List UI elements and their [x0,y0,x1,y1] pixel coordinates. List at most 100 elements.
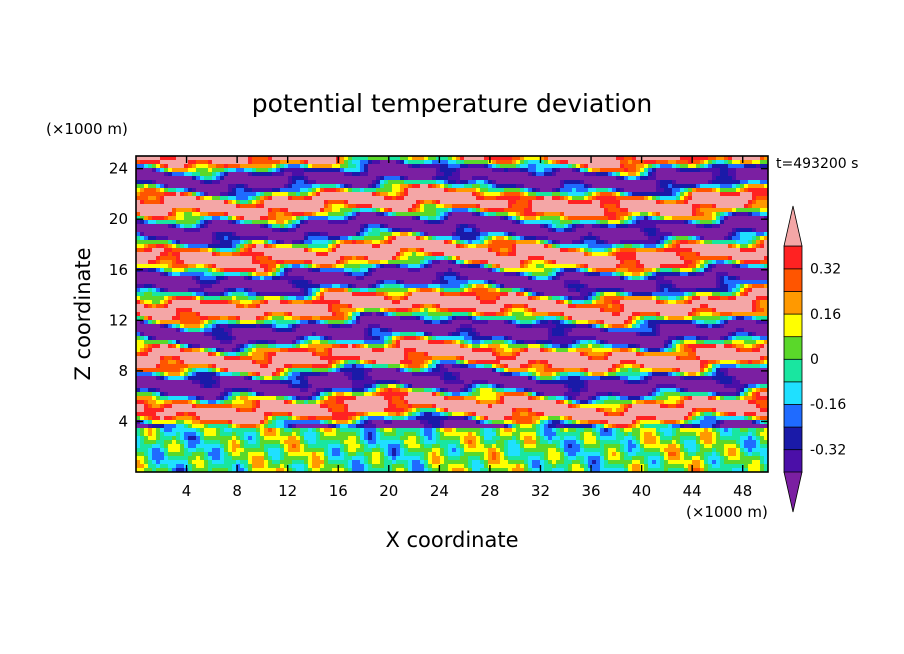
field-cell [148,180,153,185]
field-cell [172,220,177,225]
field-cell [676,184,681,189]
field-cell [448,164,453,169]
field-cell [568,220,573,225]
field-cell [208,280,213,285]
field-cell [692,240,697,245]
field-cell [448,236,453,241]
field-cell [260,220,265,225]
field-cell [328,168,333,173]
field-cell [628,252,633,257]
field-cell [592,232,597,237]
field-cell [284,172,289,177]
field-cell [672,168,677,173]
field-cell [516,200,521,205]
field-cell [304,260,309,265]
field-cell [644,172,649,177]
field-cell [376,272,381,277]
field-cell [416,180,421,185]
field-cell [220,264,225,269]
field-cell [136,228,141,233]
field-cell [304,252,309,257]
field-cell [268,160,273,165]
field-cell [432,256,437,261]
field-cell [384,212,389,217]
field-cell [588,256,593,261]
field-cell [652,168,657,173]
field-cell [484,176,489,181]
field-cell [144,176,149,181]
field-cell [360,252,365,257]
field-cell [532,192,537,197]
field-cell [276,172,281,177]
field-cell [208,188,213,193]
field-cell [340,232,345,237]
field-cell [664,216,669,221]
field-cell [204,224,209,229]
field-cell [708,236,713,241]
field-cell [628,196,633,201]
field-cell [708,220,713,225]
field-cell [264,168,269,173]
field-cell [544,192,549,197]
field-cell [456,256,461,261]
field-cell [720,156,725,161]
field-cell [756,200,761,205]
field-cell [640,176,645,181]
field-cell [408,272,413,277]
field-cell [276,232,281,237]
field-cell [432,204,437,209]
field-cell [408,200,413,205]
field-cell [512,248,517,253]
field-cell [740,268,745,273]
field-cell [468,248,473,253]
field-cell [460,240,465,245]
field-cell [456,236,461,241]
field-cell [756,216,761,221]
field-cell [516,280,521,285]
field-cell [600,188,605,193]
field-cell [588,272,593,277]
field-cell [248,224,253,229]
field-cell [712,212,717,217]
field-cell [236,244,241,249]
field-cell [448,272,453,277]
field-cell [432,268,437,273]
field-cell [676,256,681,261]
field-cell [376,180,381,185]
field-cell [668,160,673,165]
field-cell [244,164,249,169]
field-cell [596,264,601,269]
field-cell [264,280,269,285]
field-cell [372,240,377,245]
field-cell [268,276,273,281]
field-cell [756,184,761,189]
field-cell [388,180,393,185]
field-cell [536,188,541,193]
field-cell [404,156,409,161]
field-cell [284,220,289,225]
field-cell [316,232,321,237]
field-cell [528,176,533,181]
field-cell [428,164,433,169]
field-cell [612,276,617,281]
field-cell [472,164,477,169]
field-cell [460,172,465,177]
field-cell [760,208,765,213]
field-cell [180,196,185,201]
field-cell [268,188,273,193]
field-cell [764,168,768,173]
field-cell [600,224,605,229]
field-cell [468,232,473,237]
field-cell [420,212,425,217]
field-cell [660,228,665,233]
field-cell [688,156,693,161]
field-cell [728,220,733,225]
field-cell [456,240,461,245]
field-cell [524,172,529,177]
field-cell [608,220,613,225]
field-cell [684,184,689,189]
field-cell [656,268,661,273]
field-cell [436,184,441,189]
field-cell [256,192,261,197]
field-cell [512,184,517,189]
